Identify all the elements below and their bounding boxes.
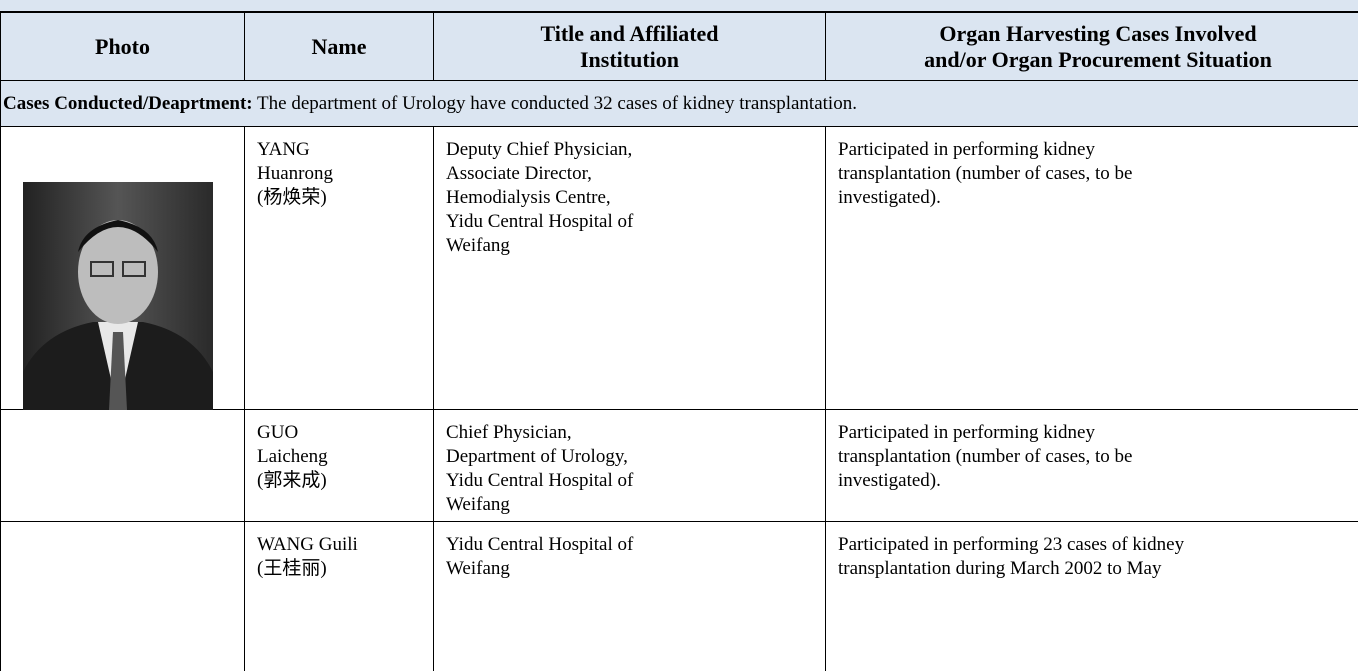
cases-cell: Participated in performing kidney transpl… bbox=[825, 126, 1358, 410]
text-line: WANG Guili bbox=[257, 534, 358, 555]
name-cell: GUO Laicheng (郭来成) bbox=[244, 409, 434, 522]
header-text: Name bbox=[311, 33, 367, 59]
title-cell: Deputy Chief Physician, Associate Directo… bbox=[433, 126, 826, 410]
text-line: Chief Physician, bbox=[446, 422, 572, 443]
header-cell: Title and Affiliated Institution bbox=[433, 12, 826, 81]
text-line: Associate Director, bbox=[446, 163, 592, 184]
text-line: Participated in performing kidney bbox=[838, 139, 1095, 160]
text-line: (杨焕荣) bbox=[257, 187, 327, 208]
text-line: investigated). bbox=[838, 187, 941, 208]
text-line: transplantation during March 2002 to May bbox=[838, 558, 1162, 579]
text-line: Weifang bbox=[446, 235, 510, 256]
text-line: Weifang bbox=[446, 558, 510, 579]
section-label: Cases Conducted/Deaprtment: bbox=[3, 93, 253, 114]
cases-cell-text: Participated in performing 23 cases of k… bbox=[826, 522, 1358, 581]
section-row: Cases Conducted/Deaprtment: The departme… bbox=[0, 80, 1358, 127]
text-line: transplantation (number of cases, to be bbox=[838, 446, 1133, 467]
photo-cell bbox=[0, 126, 245, 410]
header-cell: Name bbox=[244, 12, 434, 81]
title-cell: Chief Physician, Department of Urology, Yi… bbox=[433, 409, 826, 522]
title-cell-text: Chief Physician, Department of Urology, Yi… bbox=[434, 410, 825, 517]
cases-cell-text: Participated in performing kidney transpl… bbox=[826, 127, 1358, 210]
text-line: Weifang bbox=[446, 494, 510, 515]
text-line: Participated in performing 23 cases of k… bbox=[838, 534, 1185, 555]
header-text: Photo bbox=[95, 33, 150, 59]
text-line: Yidu Central Hospital of bbox=[446, 534, 634, 555]
cases-cell: Participated in performing kidney transpl… bbox=[825, 409, 1358, 522]
text-line: investigated). bbox=[838, 470, 941, 491]
title-cell-text: Yidu Central Hospital of Weifang bbox=[434, 522, 825, 581]
cases-cell: Participated in performing 23 cases of k… bbox=[825, 521, 1358, 671]
person-row: YANG Huanrong (杨焕荣) Deputy Chief Physician,… bbox=[0, 126, 1358, 410]
name-cell: WANG Guili (王桂丽) bbox=[244, 521, 434, 671]
cases-cell-text: Participated in performing kidney transpl… bbox=[826, 410, 1358, 493]
header-row: Photo Name Title and Affiliated Institution… bbox=[0, 12, 1358, 81]
text-line: transplantation (number of cases, to be bbox=[838, 163, 1133, 184]
text-line: Participated in performing kidney bbox=[838, 422, 1095, 443]
title-cell: Yidu Central Hospital of Weifang bbox=[433, 521, 826, 671]
header-cell: Photo bbox=[0, 12, 245, 81]
header-text: Title and Affiliated bbox=[540, 20, 719, 46]
text-line: GUO bbox=[257, 422, 299, 443]
header-text: Institution bbox=[579, 46, 680, 72]
header-text: and/or Organ Procurement Situation bbox=[924, 46, 1272, 72]
text-line: Deputy Chief Physician, bbox=[446, 139, 633, 160]
name-cell-text: YANG Huanrong (杨焕荣) bbox=[245, 127, 433, 210]
text-line: (郭来成) bbox=[257, 470, 327, 491]
text-line: Hemodialysis Centre, bbox=[446, 187, 611, 208]
top-band bbox=[0, 0, 1358, 12]
text-line: Yidu Central Hospital of bbox=[446, 470, 634, 491]
title-cell-text: Deputy Chief Physician, Associate Directo… bbox=[434, 127, 825, 258]
photo bbox=[23, 182, 213, 410]
text-line: (王桂丽) bbox=[257, 558, 327, 579]
cases-table: Photo Name Title and Affiliated Institution… bbox=[0, 12, 1358, 671]
text-line: Laicheng bbox=[257, 446, 328, 467]
section-text: The department of Urology have conducted… bbox=[257, 93, 857, 114]
person-row: GUO Laicheng (郭来成) Chief Physician, Departme… bbox=[0, 409, 1358, 522]
text-line: Department of Urology, bbox=[446, 446, 628, 467]
text-line: Huanrong bbox=[257, 163, 333, 184]
text-line: Yidu Central Hospital of bbox=[446, 211, 634, 232]
header-cell: Organ Harvesting Cases Involved and/or Or… bbox=[825, 12, 1358, 81]
text-line: YANG bbox=[257, 139, 310, 160]
name-cell-text: WANG Guili (王桂丽) bbox=[245, 522, 433, 581]
section-cell: Cases Conducted/Deaprtment: The departme… bbox=[0, 80, 1358, 127]
person-row: WANG Guili (王桂丽) Yidu Central Hospital of W… bbox=[0, 521, 1358, 671]
header-text: Organ Harvesting Cases Involved bbox=[939, 20, 1257, 46]
name-cell-text: GUO Laicheng (郭来成) bbox=[245, 410, 433, 493]
photo-cell bbox=[0, 521, 245, 671]
photo-cell bbox=[0, 409, 245, 522]
name-cell: YANG Huanrong (杨焕荣) bbox=[244, 126, 434, 410]
